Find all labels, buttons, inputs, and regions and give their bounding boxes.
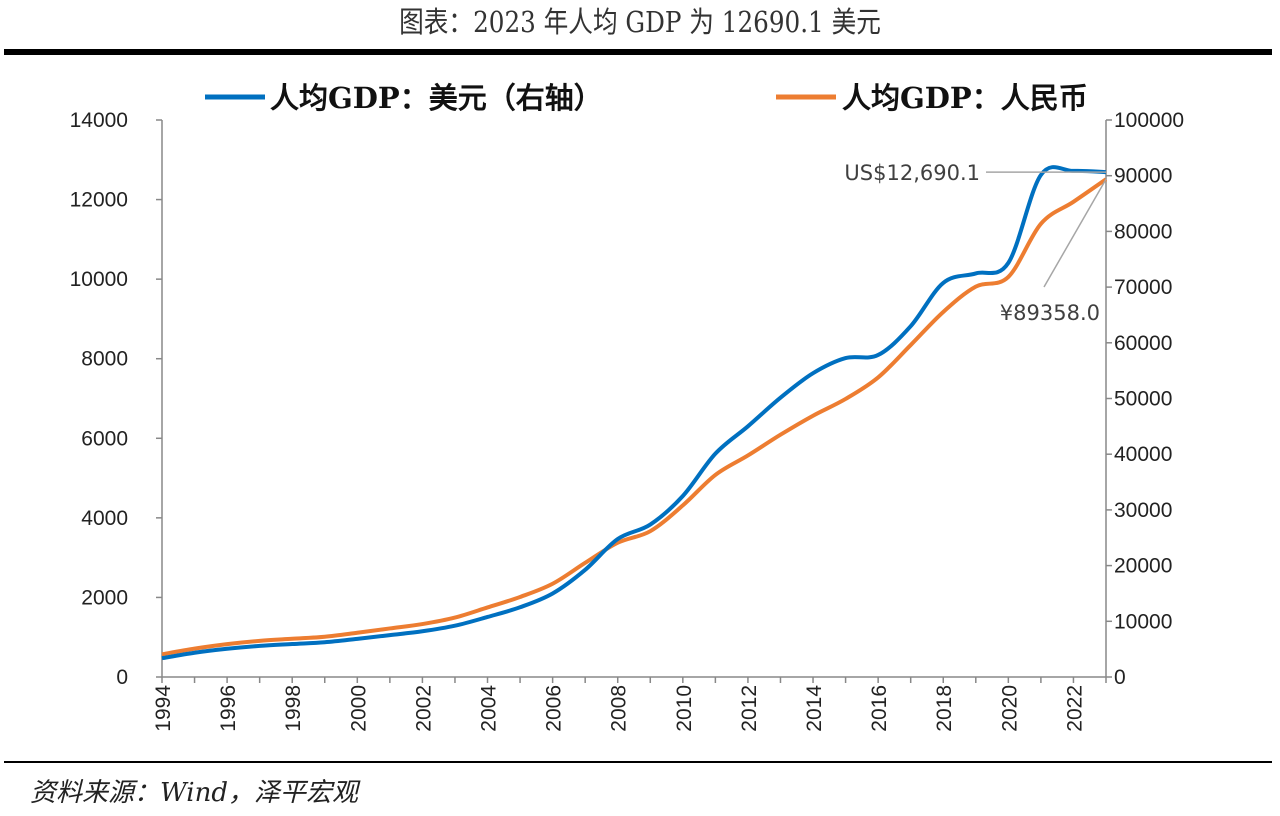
right-tick-label: 20000 xyxy=(1114,555,1172,578)
annotation-rmb: ¥89358.0 xyxy=(1000,301,1100,325)
left-tick-label: 0 xyxy=(116,666,128,689)
left-tick-label: 4000 xyxy=(81,507,128,530)
x-tick-label: 2008 xyxy=(608,685,631,732)
annotation-usd: US$12,690.1 xyxy=(844,161,980,185)
x-tick-label: 2022 xyxy=(1063,685,1086,732)
right-tick-label: 60000 xyxy=(1114,332,1172,355)
x-tick-label: 2016 xyxy=(868,685,891,732)
right-tick-label: 80000 xyxy=(1114,220,1172,243)
chart-title: 图表：2023 年人均 GDP 为 12690.1 美元 xyxy=(399,5,881,39)
right-tick-label: 40000 xyxy=(1114,443,1172,466)
legend-label-rmb: 人均GDP：人民币 xyxy=(842,81,1088,115)
x-tick-label: 1994 xyxy=(152,685,175,732)
x-tick-label: 2018 xyxy=(933,685,956,732)
right-tick-label: 0 xyxy=(1114,666,1126,689)
annotation-leader-rmb xyxy=(1043,178,1107,288)
source-note: 资料来源：Wind，泽平宏观 xyxy=(30,778,358,808)
series-line-usd xyxy=(161,165,1107,661)
right-tick-label: 30000 xyxy=(1114,499,1172,522)
left-tick-label: 8000 xyxy=(81,348,128,371)
x-tick-label: 2002 xyxy=(412,685,435,732)
legend-label-usd: 人均GDP：美元（右轴） xyxy=(270,81,603,115)
x-tick-label: 1998 xyxy=(282,685,305,732)
x-tick-label: 2012 xyxy=(738,685,761,732)
x-tick-label: 2010 xyxy=(673,685,696,732)
x-tick-label: 1996 xyxy=(217,685,240,732)
right-tick-label: 70000 xyxy=(1114,276,1172,299)
x-tick-label: 2004 xyxy=(478,685,501,732)
x-tick-label: 2006 xyxy=(543,685,566,732)
series-line-rmb xyxy=(161,177,1108,657)
left-tick-label: 2000 xyxy=(81,586,128,609)
x-tick-label: 2020 xyxy=(998,685,1021,732)
left-tick-label: 6000 xyxy=(81,427,128,450)
left-tick-label: 10000 xyxy=(70,268,128,291)
right-tick-label: 10000 xyxy=(1114,610,1172,633)
right-tick-label: 100000 xyxy=(1114,109,1184,132)
left-tick-label: 12000 xyxy=(70,189,128,212)
top-rule xyxy=(4,49,1272,55)
right-tick-label: 50000 xyxy=(1114,388,1172,411)
x-tick-label: 2014 xyxy=(803,685,826,732)
right-tick-label: 90000 xyxy=(1114,165,1172,188)
bottom-rule xyxy=(4,761,1272,763)
left-tick-label: 14000 xyxy=(70,109,128,132)
x-tick-label: 2000 xyxy=(347,685,370,732)
